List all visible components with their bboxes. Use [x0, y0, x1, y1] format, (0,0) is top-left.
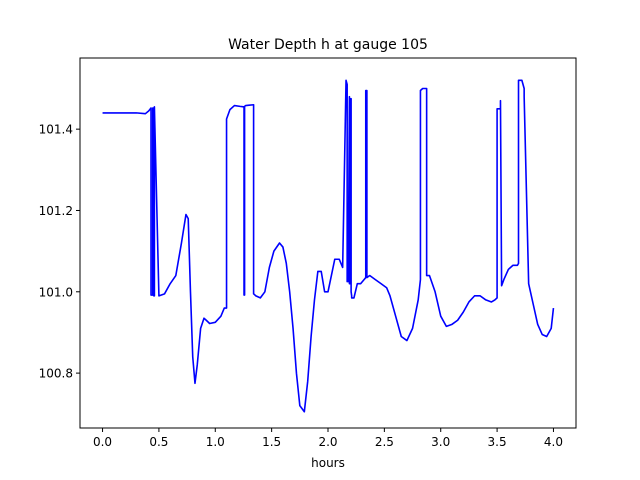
axes-frame — [79, 57, 577, 429]
x-tick-label: 1.0 — [206, 435, 225, 449]
x-tick-label: 2.0 — [318, 435, 337, 449]
x-tick-label: 2.5 — [375, 435, 394, 449]
y-tick-label: 101.0 — [39, 285, 73, 299]
series-line-0 — [102, 79, 555, 413]
y-tick-label: 100.8 — [39, 367, 73, 381]
chart-title: Water Depth h at gauge 105 — [228, 37, 428, 53]
x-tick-label: 1.5 — [262, 435, 281, 449]
x-axis-label: hours — [311, 456, 345, 470]
x-tick-label: 0.0 — [93, 435, 112, 449]
x-tick-label: 3.5 — [488, 435, 507, 449]
y-tick-label: 101.2 — [39, 204, 73, 218]
plot-area — [80, 58, 576, 428]
x-tick-label: 3.0 — [431, 435, 450, 449]
y-tick-label: 101.4 — [39, 123, 73, 137]
y-axis-ticks: 100.8 101.0 101.2 101.4 — [39, 123, 80, 381]
x-tick-label: 4.0 — [544, 435, 563, 449]
x-tick-label: 0.5 — [149, 435, 168, 449]
series-layer — [102, 79, 555, 413]
x-axis-ticks: 0.0 0.5 1.0 1.5 2.0 2.5 3.0 3.5 4.0 — [93, 428, 563, 449]
